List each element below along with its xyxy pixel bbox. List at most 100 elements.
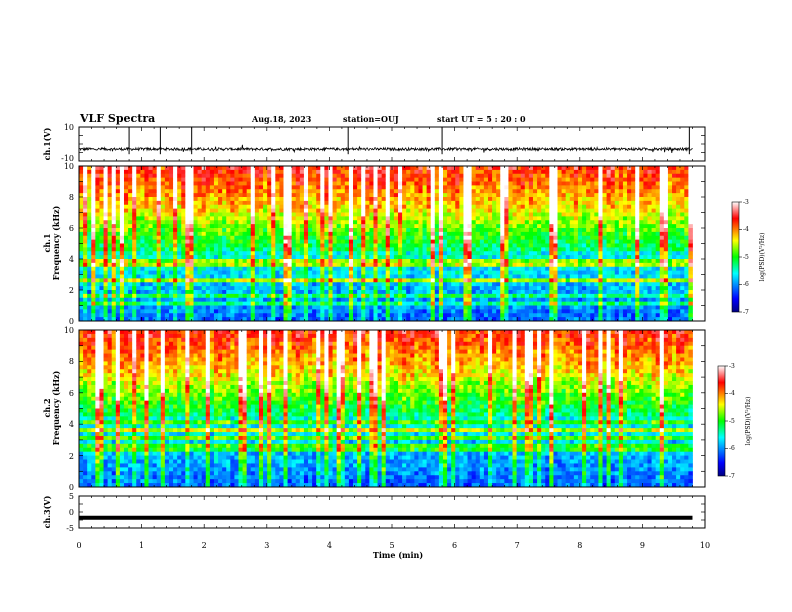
spectrogram-cell bbox=[524, 177, 530, 182]
spectrogram-cell bbox=[271, 235, 276, 241]
spectrogram-cell bbox=[107, 239, 113, 244]
spectrogram-cell bbox=[561, 220, 567, 225]
spectrogram-cell bbox=[524, 243, 530, 248]
spectrogram-cell bbox=[160, 262, 166, 268]
spectrogram-cell bbox=[111, 189, 117, 194]
spectrogram-cell bbox=[406, 243, 411, 248]
spectrogram-cell bbox=[263, 293, 268, 299]
spectrogram-cell bbox=[459, 208, 464, 213]
spectrogram-cell bbox=[107, 262, 113, 268]
spectrogram-cell bbox=[222, 255, 227, 260]
spectrogram-cell bbox=[136, 293, 141, 299]
spectrogram-cell bbox=[140, 208, 145, 213]
spectrogram-cell bbox=[132, 228, 137, 233]
spectrogram-cell bbox=[361, 266, 366, 272]
spectrogram-cell bbox=[123, 309, 129, 314]
spectrogram-cell bbox=[463, 212, 468, 217]
spectrogram-cell bbox=[79, 239, 84, 244]
spectrogram-cell bbox=[263, 189, 268, 194]
spectrogram-cell bbox=[414, 204, 419, 210]
spectrogram-cell bbox=[463, 290, 468, 295]
spectrogram-cell bbox=[250, 216, 256, 221]
spectrogram-cell bbox=[324, 259, 329, 264]
spectrogram-cell bbox=[283, 313, 288, 318]
spectrogram-cell bbox=[443, 262, 448, 268]
spectrogram-cell bbox=[193, 290, 199, 295]
spectrogram-cell bbox=[291, 313, 297, 318]
spectrogram-cell bbox=[332, 259, 338, 264]
spectrogram-cell bbox=[414, 255, 419, 260]
spectrogram-cell bbox=[467, 259, 473, 264]
spectrogram-cell bbox=[291, 290, 297, 295]
spectrogram-cell bbox=[177, 259, 182, 264]
spectrogram-cell bbox=[475, 235, 481, 241]
spectrogram-cell bbox=[389, 255, 395, 260]
spectrogram-cell bbox=[283, 228, 288, 233]
spectrogram-cell bbox=[312, 204, 317, 210]
spectrogram-cell bbox=[99, 255, 104, 260]
spectrogram-cell bbox=[557, 305, 562, 310]
spectrogram-cell bbox=[115, 220, 121, 225]
spectrogram-cell bbox=[393, 228, 399, 233]
spectrogram-cell bbox=[324, 290, 329, 295]
spectrogram-cell bbox=[164, 305, 170, 310]
spectrogram-cell bbox=[348, 317, 354, 322]
spectrogram-cell bbox=[557, 228, 562, 233]
spectrogram-cell bbox=[398, 243, 403, 248]
ch1-waveform-panel: 10 -10 ch.1(V) bbox=[42, 123, 706, 163]
spectrogram-cell bbox=[459, 220, 464, 225]
spectrogram-cell bbox=[279, 220, 284, 225]
spectrogram-cell bbox=[173, 235, 178, 241]
spectrogram-cell bbox=[406, 224, 411, 229]
spectrogram-cell bbox=[287, 212, 293, 217]
spectrogram-cell bbox=[115, 290, 121, 295]
spectrogram-cell bbox=[377, 200, 383, 206]
spectrogram-cell bbox=[99, 181, 104, 186]
spectrogram-cell bbox=[226, 239, 231, 244]
spectrogram-cell bbox=[504, 290, 509, 295]
spectrogram-cell bbox=[520, 262, 526, 268]
spectrogram-cell bbox=[553, 197, 558, 202]
spectrogram-cell bbox=[340, 255, 346, 260]
spectrogram-cell bbox=[348, 189, 354, 194]
spectrogram-cell bbox=[119, 266, 125, 272]
spectrogram-cell bbox=[438, 200, 444, 206]
spectrogram-cell bbox=[238, 181, 243, 186]
spectrogram-cell bbox=[271, 266, 276, 272]
spectrogram-cell bbox=[500, 212, 505, 217]
spectrogram-cell bbox=[438, 216, 444, 221]
spectrogram-cell bbox=[164, 216, 170, 221]
spectrogram-cell bbox=[332, 185, 338, 190]
spectrogram-cell bbox=[267, 305, 272, 310]
spectrogram-cell bbox=[128, 189, 133, 194]
spectrogram-cell bbox=[516, 235, 522, 241]
spectrogram-cell bbox=[258, 278, 264, 283]
spectrogram-cell bbox=[561, 297, 567, 303]
spectrogram-cell bbox=[369, 247, 374, 252]
spectrogram-cell bbox=[148, 193, 154, 198]
spectrogram-cell bbox=[283, 305, 288, 310]
spectrogram-cell bbox=[128, 262, 133, 268]
spectrogram-cell bbox=[107, 169, 113, 175]
spectrogram-cell bbox=[553, 185, 558, 190]
spectrogram-cell bbox=[524, 224, 530, 229]
spectrogram-cell bbox=[295, 301, 301, 306]
spectrogram-cell bbox=[549, 259, 554, 264]
spectrogram-cell bbox=[168, 231, 174, 237]
spectrogram-cell bbox=[283, 220, 288, 225]
spectrogram-cell bbox=[357, 173, 362, 179]
spectrogram-cell bbox=[79, 193, 84, 198]
spectrogram-cell bbox=[565, 259, 571, 264]
spectrogram-cell bbox=[213, 286, 219, 291]
spectrogram-cell bbox=[91, 239, 96, 244]
spectrogram-cell bbox=[107, 286, 113, 291]
spectrogram-cell bbox=[483, 243, 489, 248]
spectrogram-cell bbox=[459, 305, 464, 310]
spectrogram-cell bbox=[87, 266, 92, 272]
spectrogram-cell bbox=[218, 255, 223, 260]
spectrogram-cell bbox=[557, 220, 562, 225]
spectrogram-cell bbox=[557, 255, 562, 260]
spectrogram-cell bbox=[459, 266, 464, 272]
spectrogram-cell bbox=[222, 290, 227, 295]
spectrogram-cell bbox=[222, 305, 227, 310]
